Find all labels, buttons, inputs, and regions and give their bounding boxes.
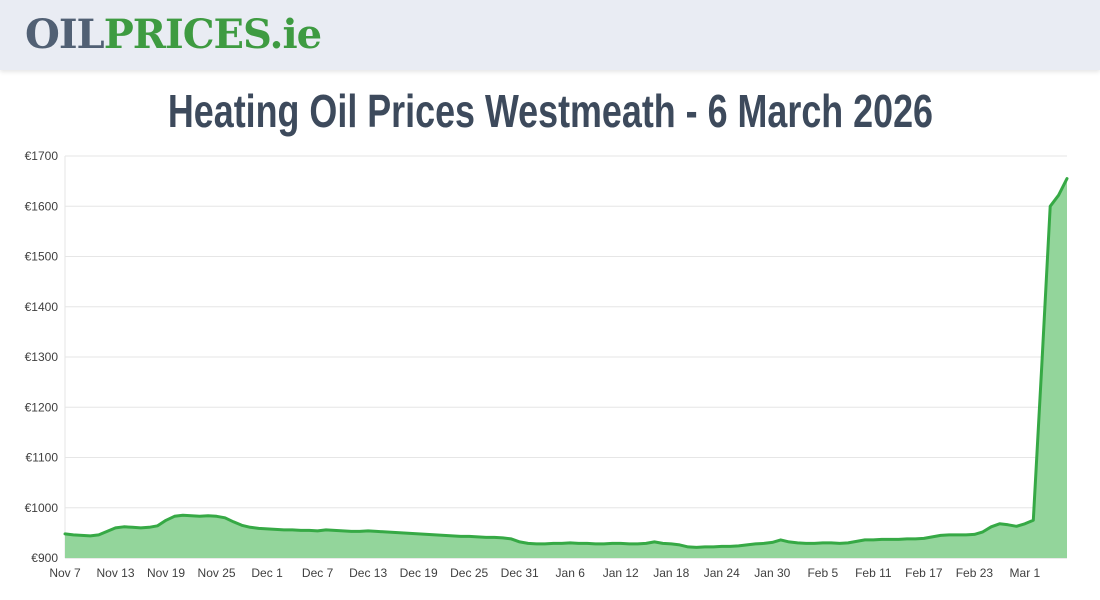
x-axis-label: Feb 17: [905, 566, 943, 580]
gridlines: [65, 155, 1067, 559]
logo-prices: PRICES: [103, 11, 271, 58]
y-axis-labels: €900 €1000 €1100 €1200 €1300 €1400 €1500 €1600 €…: [25, 149, 59, 565]
page-title: Heating Oil Prices Westmeath - 6 March 2…: [0, 84, 1100, 138]
y-axis-label: €1000: [25, 501, 59, 515]
x-axis-labels: Nov 7 Nov 13 Nov 19 Nov 25 Dec 1 Dec 7 Dec 13 D…: [49, 566, 1040, 580]
logo-oil: OIL: [25, 11, 105, 58]
x-axis-label: Feb 23: [956, 566, 994, 580]
x-axis-label: Dec 13: [349, 566, 387, 580]
price-line: [63, 177, 1069, 549]
y-axis-label: €1200: [25, 400, 59, 414]
y-axis-label: €1400: [25, 300, 59, 314]
x-axis-label: Feb 11: [855, 566, 892, 580]
x-axis-label: Dec 7: [302, 566, 334, 580]
x-axis-label: Dec 1: [251, 566, 283, 580]
x-axis-label: Jan 30: [754, 566, 790, 580]
x-axis-label: Dec 19: [400, 566, 438, 580]
y-axis-label: €1100: [26, 451, 59, 465]
logo-tld: .ie: [269, 11, 323, 58]
x-axis-label: Nov 7: [49, 566, 81, 580]
area-fill: [65, 178, 1067, 558]
y-axis-label: €900: [31, 551, 58, 565]
x-axis-label: Nov 19: [147, 566, 185, 580]
site-header: OILPRICES.ie: [0, 0, 1100, 70]
x-axis-label: Dec 31: [501, 566, 539, 580]
y-axis-label: €1300: [25, 350, 59, 364]
y-axis-label: €1700: [25, 149, 59, 163]
y-axis-label: €1500: [25, 250, 59, 264]
x-axis-label: Jan 24: [704, 566, 740, 580]
x-axis-label: Jan 6: [556, 566, 586, 580]
y-axis-label: €1600: [25, 199, 59, 213]
x-axis-label: Mar 1: [1010, 566, 1041, 580]
price-series[interactable]: [63, 177, 1069, 558]
x-axis-label: Nov 25: [198, 566, 236, 580]
x-axis-label: Dec 25: [450, 566, 488, 580]
x-axis-label: Feb 5: [807, 566, 838, 580]
page-title-text: Heating Oil Prices Westmeath - 6 March 2…: [167, 85, 933, 137]
x-axis-label: Nov 13: [97, 566, 135, 580]
x-axis-label: Jan 12: [603, 566, 639, 580]
site-logo[interactable]: OILPRICES.ie: [25, 15, 322, 55]
x-axis-label: Jan 18: [653, 566, 689, 580]
